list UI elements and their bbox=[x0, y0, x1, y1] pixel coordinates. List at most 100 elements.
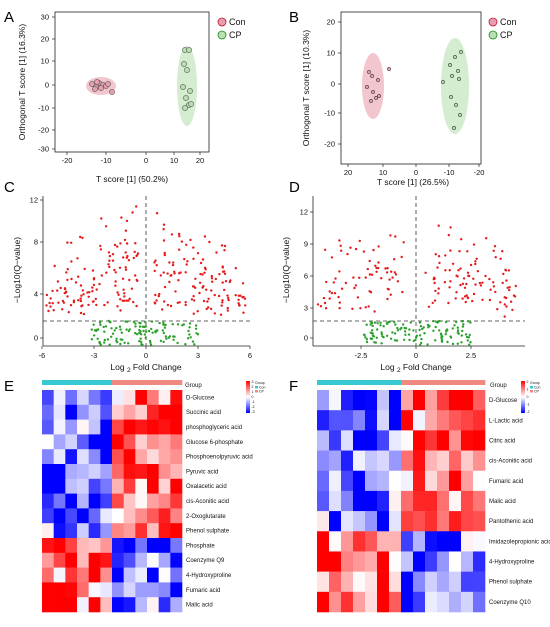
nonsignificant-point bbox=[118, 325, 122, 328]
significant-point bbox=[80, 294, 83, 297]
heatmap-cell bbox=[437, 470, 450, 492]
heatmap-cell bbox=[413, 531, 426, 552]
significant-point bbox=[368, 259, 371, 263]
nonsignificant-point bbox=[115, 326, 118, 330]
significant-point bbox=[511, 308, 514, 312]
scale-label: 0 bbox=[252, 395, 254, 399]
group-bar-cell bbox=[170, 380, 183, 385]
heatmap-cell bbox=[147, 582, 159, 598]
significant-point bbox=[205, 288, 208, 291]
nonsignificant-point bbox=[162, 331, 165, 335]
nonsignificant-point bbox=[140, 333, 143, 336]
heatmap-cell bbox=[329, 511, 342, 532]
heatmap-cell bbox=[158, 523, 171, 539]
nonsignificant-point bbox=[460, 341, 463, 344]
heatmap-cell bbox=[88, 508, 101, 524]
heatmap-cell bbox=[449, 591, 462, 613]
heatmap-cell bbox=[341, 410, 354, 431]
heatmap-cell bbox=[123, 552, 136, 568]
color-scale-bar bbox=[521, 381, 525, 413]
nonsignificant-point bbox=[396, 326, 399, 330]
significant-point bbox=[226, 294, 229, 297]
heatmap-cell bbox=[112, 390, 124, 406]
heatmap-cell bbox=[100, 404, 113, 420]
heatmap-cell bbox=[170, 523, 183, 539]
significant-point bbox=[472, 277, 475, 280]
significant-point bbox=[223, 270, 226, 273]
heatmap-cell bbox=[473, 531, 486, 552]
heatmap-cell bbox=[401, 511, 414, 532]
significant-point bbox=[77, 299, 80, 302]
significant-point bbox=[61, 308, 64, 311]
row-label: Coenzyme Q9 bbox=[186, 558, 225, 564]
heatmap-cell bbox=[123, 390, 136, 406]
significant-point bbox=[162, 223, 166, 226]
heatmap-cell bbox=[77, 523, 89, 539]
heatmap-cell bbox=[329, 470, 342, 492]
y-tick-label: 6 bbox=[304, 272, 308, 281]
nonsignificant-point bbox=[158, 321, 161, 325]
nonsignificant-point bbox=[96, 337, 99, 340]
significant-point bbox=[95, 288, 98, 291]
heatmap-cell bbox=[77, 582, 89, 598]
heatmap-cell bbox=[53, 404, 66, 420]
row-label: Coenzyme Q10 bbox=[489, 600, 531, 606]
nonsignificant-point bbox=[162, 340, 165, 344]
y-tick-label: 20 bbox=[327, 18, 335, 27]
significant-point bbox=[358, 239, 361, 243]
significant-point bbox=[192, 295, 195, 298]
heatmap-cell bbox=[112, 478, 124, 494]
heatmap-cell bbox=[329, 531, 342, 552]
significant-point bbox=[91, 286, 94, 289]
significant-point bbox=[223, 288, 226, 292]
significant-point bbox=[121, 277, 125, 280]
significant-point bbox=[226, 306, 229, 310]
heatmap-cell bbox=[461, 410, 474, 431]
heatmap-cell bbox=[147, 538, 159, 554]
heatmap-cell bbox=[88, 582, 101, 598]
significant-point bbox=[198, 291, 201, 295]
nonsignificant-point bbox=[375, 336, 378, 339]
significant-point bbox=[501, 281, 504, 285]
scale-label: 0 bbox=[527, 395, 529, 399]
cp-point bbox=[181, 61, 187, 67]
nonsignificant-point bbox=[374, 341, 377, 344]
heatmap-cell bbox=[317, 390, 330, 411]
heatmap-cell bbox=[158, 404, 171, 420]
significant-point bbox=[79, 297, 82, 300]
group-bar-cell bbox=[413, 380, 426, 385]
significant-point bbox=[508, 286, 511, 289]
group-bar-cell bbox=[112, 380, 124, 385]
significant-point bbox=[227, 296, 230, 300]
heatmap-cell bbox=[170, 582, 183, 598]
significant-point bbox=[192, 312, 195, 315]
nonsignificant-point bbox=[365, 340, 369, 344]
heatmap-cell bbox=[425, 551, 438, 572]
scale-label: -2 bbox=[252, 405, 255, 409]
heatmap-cell bbox=[65, 597, 78, 613]
significant-point bbox=[180, 240, 184, 243]
significant-point bbox=[492, 249, 495, 252]
significant-point bbox=[501, 250, 504, 253]
nonsignificant-point bbox=[385, 322, 389, 326]
significant-point bbox=[157, 294, 160, 298]
heatmap-cell bbox=[158, 464, 171, 480]
heatmap-cell bbox=[341, 571, 354, 593]
significant-point bbox=[199, 272, 202, 276]
row-label: Citric acid bbox=[489, 439, 515, 445]
nonsignificant-point bbox=[419, 341, 423, 345]
heatmap-cell bbox=[53, 390, 66, 406]
significant-point bbox=[185, 243, 188, 246]
significant-point bbox=[215, 251, 218, 254]
heatmap-cell bbox=[437, 531, 450, 552]
significant-point bbox=[86, 291, 89, 294]
nonsignificant-point bbox=[420, 337, 423, 341]
scale-label: -2 bbox=[527, 410, 530, 414]
scale-label: 2 bbox=[527, 380, 529, 384]
significant-point bbox=[171, 263, 175, 267]
cp-point bbox=[454, 103, 458, 107]
con-point bbox=[374, 96, 378, 100]
nonsignificant-point bbox=[362, 333, 366, 336]
heatmap-cell bbox=[100, 523, 113, 539]
heatmap-cell bbox=[135, 523, 148, 539]
